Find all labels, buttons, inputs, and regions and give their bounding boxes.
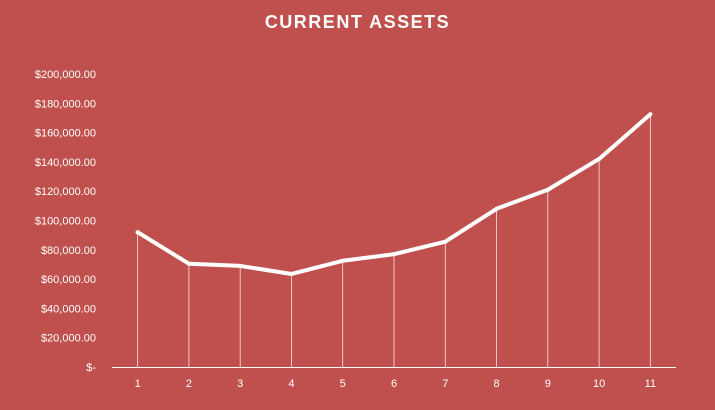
- data-point: [545, 187, 550, 192]
- data-point: [135, 230, 140, 235]
- x-tick-label: 9: [545, 378, 551, 390]
- y-tick-label: $180,000.00: [35, 98, 96, 110]
- data-point: [289, 271, 294, 276]
- data-point: [340, 258, 345, 263]
- x-tick-label: 3: [237, 378, 243, 390]
- y-tick-label: $20,000.00: [41, 333, 96, 345]
- y-tick-label: $-: [86, 362, 96, 374]
- data-point: [392, 252, 396, 257]
- data-point: [443, 239, 448, 244]
- data-point: [648, 112, 653, 117]
- y-tick-label: $120,000.00: [35, 186, 96, 198]
- data-point: [494, 206, 499, 211]
- chart-title: CURRENT ASSETS: [264, 12, 451, 32]
- x-tick-label: 10: [593, 378, 605, 390]
- y-tick-label: $60,000.00: [41, 274, 96, 286]
- y-tick-label: $140,000.00: [35, 157, 96, 169]
- data-point: [597, 156, 602, 161]
- x-tick-label: 8: [493, 378, 499, 390]
- data-point: [238, 263, 243, 268]
- x-tick-label: 11: [645, 378, 656, 390]
- series-line: [135, 112, 653, 276]
- data-point: [186, 261, 191, 266]
- y-tick-label: $80,000.00: [41, 245, 96, 257]
- x-tick-label: 4: [288, 378, 294, 390]
- x-tick-label: 7: [442, 378, 448, 390]
- y-tick-label: $200,000.00: [35, 69, 96, 81]
- x-tick-label: 1: [135, 378, 141, 390]
- y-tick-label: $160,000.00: [35, 128, 96, 140]
- x-tick-label: 6: [391, 378, 397, 390]
- y-tick-label: $40,000.00: [41, 303, 96, 315]
- x-tick-label: 2: [186, 378, 192, 390]
- x-tick-label: 5: [340, 378, 346, 390]
- y-tick-label: $100,000.00: [35, 216, 96, 228]
